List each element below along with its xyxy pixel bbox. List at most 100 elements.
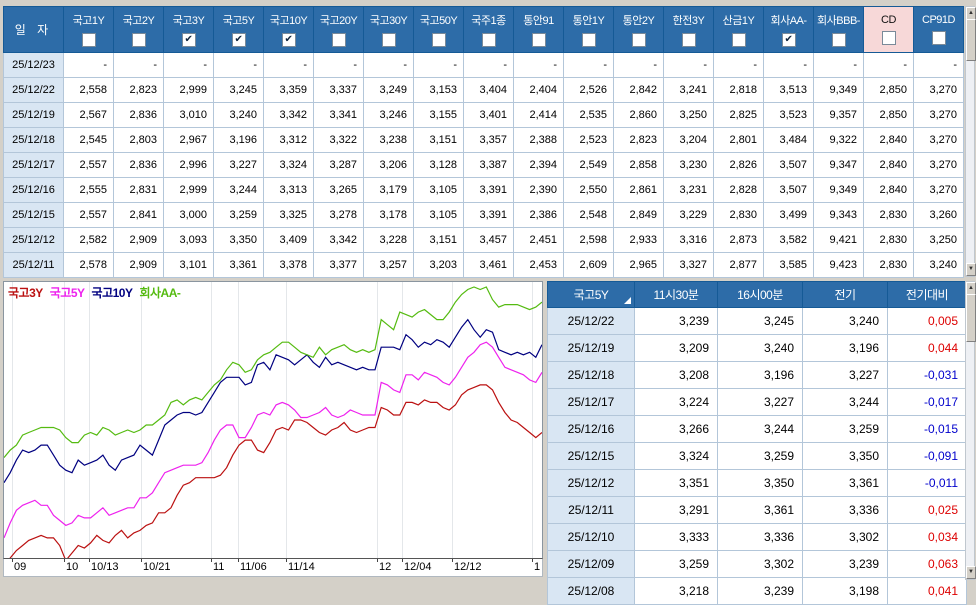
chart-legend: 국고3Y 국고5Y 국고10Y 회사AA-	[8, 284, 187, 301]
rate-1130-cell: 3,218	[634, 577, 718, 605]
intraday-column-header-전기[interactable]: 전기	[802, 281, 888, 308]
rate-cell: 2,825	[713, 102, 764, 128]
checkbox-통안2Y[interactable]	[631, 33, 646, 47]
rate-cell: 9,343	[813, 202, 864, 228]
column-header-한전3Y[interactable]: 한전3Y	[663, 6, 714, 53]
checkbox-국고20Y[interactable]	[331, 33, 346, 47]
rate-1600-cell: 3,240	[717, 334, 803, 362]
checkbox-통안1Y[interactable]	[581, 33, 596, 47]
rate-cell: 3,228	[363, 227, 414, 253]
checkbox-국고30Y[interactable]	[381, 33, 396, 47]
rate-cell: -	[163, 52, 214, 78]
x-axis-label: 10/13	[91, 561, 119, 573]
checkbox-통안91[interactable]	[531, 33, 546, 47]
column-header-통안1Y[interactable]: 통안1Y	[563, 6, 614, 53]
rate-cell: -	[813, 52, 864, 78]
column-header-국고50Y[interactable]: 국고50Y	[413, 6, 464, 53]
checkbox-회사AA-[interactable]: ✔	[781, 33, 796, 47]
column-header-통안2Y[interactable]: 통안2Y	[613, 6, 664, 53]
checkbox-국고10Y[interactable]: ✔	[281, 33, 296, 47]
checkbox-국고2Y[interactable]	[131, 33, 146, 47]
column-header-국고20Y[interactable]: 국고20Y	[313, 6, 364, 53]
column-header-회사AA-[interactable]: 회사AA- ✔	[763, 6, 814, 53]
column-header-CP91D[interactable]: CP91D	[913, 6, 964, 53]
rate-cell: -	[513, 52, 564, 78]
column-header-회사BBB-[interactable]: 회사BBB-	[813, 6, 864, 53]
rate-1600-cell: 3,196	[717, 361, 803, 389]
column-header-국주1종[interactable]: 국주1종	[463, 6, 514, 53]
column-header-국고2Y[interactable]: 국고2Y	[113, 6, 164, 53]
intraday-column-header-국고5Y[interactable]: 국고5Y	[547, 281, 635, 308]
rate-cell: 2,578	[63, 252, 114, 278]
date-column-header[interactable]: 일 자	[3, 6, 64, 53]
rate-cell: 3,227	[213, 152, 264, 178]
prev-rate-cell: 3,350	[802, 442, 888, 470]
rate-cell: 2,557	[63, 202, 114, 228]
rate-cell: 2,390	[513, 177, 564, 203]
checkbox-국고3Y[interactable]: ✔	[181, 33, 196, 47]
change-cell: -0,011	[887, 469, 967, 497]
checkbox-회사BBB-[interactable]	[831, 33, 846, 47]
checkbox-국고1Y[interactable]	[81, 33, 96, 47]
rate-cell: 9,357	[813, 102, 864, 128]
rate-cell: 3,378	[263, 252, 314, 278]
change-cell: 0,005	[887, 307, 967, 335]
prev-rate-cell: 3,361	[802, 469, 888, 497]
rate-cell: -	[713, 52, 764, 78]
rate-cell: 3,582	[763, 227, 814, 253]
checkbox-국고50Y[interactable]	[431, 33, 446, 47]
checkbox-국주1종[interactable]	[481, 33, 496, 47]
rate-cell: 3,361	[213, 252, 264, 278]
rate-cell: 3,270	[913, 152, 964, 178]
intraday-column-header-11시30분[interactable]: 11시30분	[634, 281, 718, 308]
rate-cell: 3,270	[913, 177, 964, 203]
column-label: 국고3Y	[172, 15, 205, 27]
rate-cell: 9,421	[813, 227, 864, 253]
scroll-down-button[interactable]: ▼	[966, 566, 976, 579]
scroll-down-button[interactable]: ▼	[966, 263, 976, 276]
rate-cell: 3,337	[313, 77, 364, 103]
rate-cell: 3,270	[913, 127, 964, 153]
prev-rate-cell: 3,302	[802, 523, 888, 551]
column-header-국고1Y[interactable]: 국고1Y	[63, 6, 114, 53]
checkbox-한전3Y[interactable]	[681, 33, 696, 47]
intraday-column-header-16시00분[interactable]: 16시00분	[717, 281, 803, 308]
top-table-scrollbar[interactable]: ▲ ▼	[965, 6, 976, 277]
intraday-table-scrollbar[interactable]: ▲ ▼	[965, 281, 976, 580]
legend-item-회사AA-: 회사AA-	[139, 286, 181, 300]
checkbox-CD[interactable]	[881, 31, 896, 45]
column-header-통안91[interactable]: 통안91	[513, 6, 564, 53]
rate-cell: 3,229	[663, 202, 714, 228]
rate-cell: 2,850	[863, 77, 914, 103]
column-header-국고5Y[interactable]: 국고5Y ✔	[213, 6, 264, 53]
rate-1130-cell: 3,208	[634, 361, 718, 389]
intraday-table: 국고5Y 11시30분 16시00분 전기 전기대비 25/12/22 3,239 3,24…	[547, 281, 967, 605]
change-cell: 0,063	[887, 550, 967, 578]
rate-cell: 3,241	[663, 77, 714, 103]
checkbox-산금1Y[interactable]	[731, 33, 746, 47]
x-axis-tick	[377, 559, 378, 562]
column-label: 국고5Y	[222, 15, 255, 27]
column-header-CD[interactable]: CD	[863, 6, 914, 53]
change-cell: -0,017	[887, 388, 967, 416]
intraday-column-header-전기대비[interactable]: 전기대비	[887, 281, 967, 308]
rate-cell: 2,826	[713, 152, 764, 178]
column-header-국고30Y[interactable]: 국고30Y	[363, 6, 414, 53]
change-cell: 0,025	[887, 496, 967, 524]
scrollbar-thumb[interactable]	[966, 19, 976, 61]
column-header-국고10Y[interactable]: 국고10Y ✔	[263, 6, 314, 53]
column-header-국고3Y[interactable]: 국고3Y ✔	[163, 6, 214, 53]
rate-cell: 2,861	[613, 177, 664, 203]
checkbox-CP91D[interactable]	[931, 31, 946, 45]
rate-cell: 3,270	[913, 102, 964, 128]
column-header-산금1Y[interactable]: 산금1Y	[713, 6, 764, 53]
checkbox-국고5Y[interactable]: ✔	[231, 33, 246, 47]
rate-cell: -	[213, 52, 264, 78]
scrollbar-thumb[interactable]	[966, 294, 976, 342]
table-row: 25/12/16 2,555 2,831 2,999 3,244 3,313 3,265 3,…	[3, 177, 964, 203]
table-row: 25/12/15 2,557 2,841 3,000 3,259 3,325 3,278 3,…	[3, 202, 964, 228]
rate-cell: 2,609	[563, 252, 614, 278]
legend-item-국고5Y: 국고5Y	[49, 286, 85, 300]
rate-cell: 2,523	[563, 127, 614, 153]
rate-cell: 3,312	[263, 127, 314, 153]
